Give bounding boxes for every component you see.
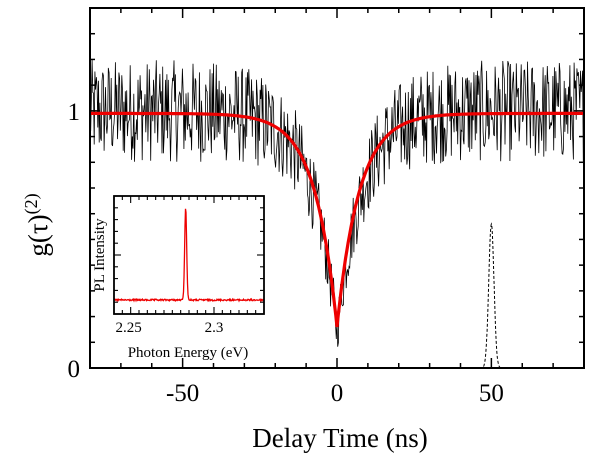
fit-curve [90, 111, 584, 328]
inset-pl-spectrum-trace [113, 208, 265, 303]
inset-y-axis-title: PL Intensity [92, 218, 108, 292]
main-plot-area [90, 59, 584, 368]
y-tick-label: 1 [68, 99, 81, 126]
main-axes: -50 0 50 0 1 [68, 7, 585, 407]
inset-pl-spectrum: 2.25 2.3 Photon Energy (eV) PL Intensity [92, 195, 265, 361]
y-axis-title-superscript: (2) [21, 193, 42, 214]
y-axis-title-text: g(τ)(2) [21, 193, 53, 256]
x-tick-label: 50 [479, 380, 504, 407]
x-axis-title: Delay Time (ns) [252, 423, 428, 453]
y-tick-label: 0 [68, 356, 81, 383]
inset-x-tick-label: 2.25 [116, 320, 142, 336]
reference-pulse-trace [479, 222, 504, 368]
y-axis-title: g(τ)(2) [21, 193, 53, 256]
inset-background [114, 196, 264, 314]
x-tick-label: 0 [331, 380, 344, 407]
inset-x-tick-label: 2.3 [205, 320, 224, 336]
x-tick-label: -50 [166, 380, 199, 407]
inset-x-axis-title: Photon Energy (eV) [128, 345, 249, 361]
